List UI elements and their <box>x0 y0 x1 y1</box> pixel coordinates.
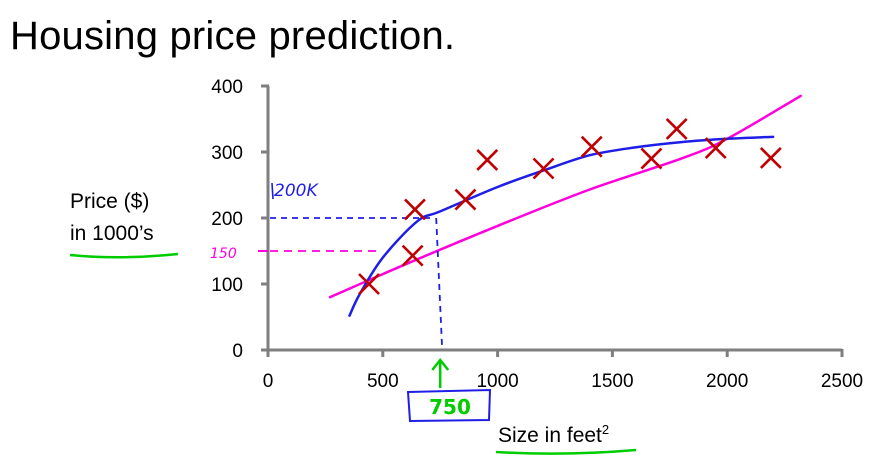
straight-line-fit <box>328 94 802 299</box>
label-200k: 200K <box>274 181 319 201</box>
x-tick-label: 2500 <box>821 371 863 392</box>
data-point-x-marker <box>358 273 380 295</box>
y-tick-label: 100 <box>211 275 243 296</box>
label-750: 750 <box>429 395 471 419</box>
axes <box>266 86 842 352</box>
ylabel-underline <box>69 252 179 259</box>
data-point-stroke-b <box>532 157 555 180</box>
data-point-stroke-b <box>665 117 688 140</box>
y-axis-label-line2: in 1000’s <box>70 222 154 245</box>
y-axis-label: Price ($) in 1000’s <box>70 186 154 250</box>
ticks: 0 500 1000 1500 2000 2500 0 100 200 300 400 <box>211 77 863 392</box>
data-point-stroke-b <box>401 244 424 267</box>
arrow-750-head <box>431 357 450 371</box>
label-200k-bar <box>271 182 274 200</box>
data-points <box>358 117 782 295</box>
quadratic-curve-fit <box>348 135 775 317</box>
data-point-x-marker <box>401 244 424 267</box>
x-tick-label: 1000 <box>476 371 518 392</box>
y-tick-label: 400 <box>211 77 243 98</box>
x-tick-label: 1500 <box>591 371 633 392</box>
data-point-x-marker <box>404 198 426 221</box>
data-point-x-marker <box>759 147 782 169</box>
data-point-stroke-b <box>454 188 477 211</box>
data-point-stroke-b <box>404 198 426 221</box>
x-axis-label-text: Size in feet <box>498 424 602 447</box>
data-point-stroke-b <box>640 147 663 170</box>
data-point-stroke-b <box>358 273 380 295</box>
y-axis-label-line1: Price ($) <box>70 190 150 213</box>
x-axis-label: Size in feet2 <box>498 422 609 447</box>
box-750 <box>406 388 492 423</box>
data-point-stroke-b <box>580 135 603 158</box>
fit-curves <box>328 94 802 317</box>
x-tick-label: 2000 <box>706 371 748 392</box>
data-point-stroke-b <box>704 137 727 159</box>
data-point-x-marker <box>532 157 555 180</box>
y-tick-label: 0 <box>232 341 243 362</box>
y-tick-label: 300 <box>211 143 243 164</box>
data-point-stroke-b <box>476 149 499 171</box>
label-150: 150 <box>210 246 237 262</box>
chart-title: Housing price prediction. <box>10 14 456 58</box>
dashed-line-750-blue <box>435 217 444 351</box>
y-tick-label: 200 <box>211 209 243 230</box>
data-point-x-marker <box>454 188 477 211</box>
handwritten-annotations: 200K 150 750 <box>210 181 492 423</box>
xlabel-underline <box>495 448 637 455</box>
x-tick-label: 0 <box>263 371 274 392</box>
data-point-x-marker <box>580 135 603 158</box>
data-point-x-marker <box>704 137 727 159</box>
data-point-stroke-b <box>759 147 782 169</box>
data-point-x-marker <box>665 117 688 140</box>
data-point-x-marker <box>476 149 499 171</box>
data-point-x-marker <box>640 147 663 170</box>
x-tick-label: 500 <box>367 371 399 392</box>
x-axis-label-superscript: 2 <box>602 422 609 437</box>
